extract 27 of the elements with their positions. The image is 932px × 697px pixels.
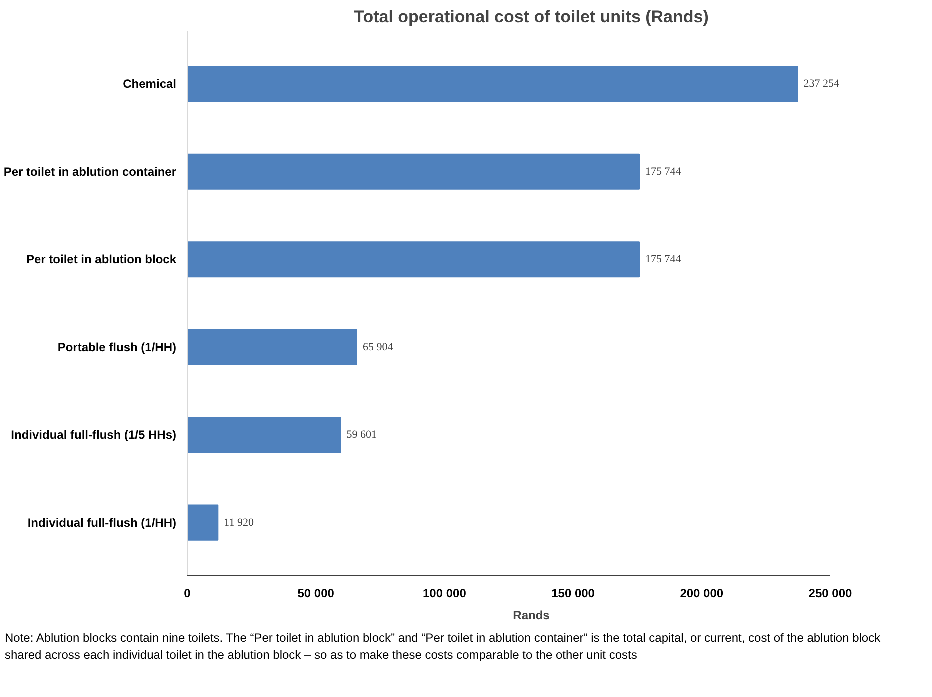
chart-title: Total operational cost of toilet units (Rands) [354,8,709,26]
x-tick-label: 150 000 [552,586,596,600]
data-label: 175 744 [646,166,682,178]
bar [188,504,219,541]
x-tick-label: 100 000 [423,586,467,600]
x-tick-label: 200 000 [680,586,724,600]
y-tick-label: Per toilet in ablution block [26,252,177,267]
bar [188,417,342,454]
y-tick-label: Per toilet in ablution container [4,164,177,179]
x-axis-title: Rands [513,608,550,622]
x-tick-label: 0 [184,586,192,600]
y-tick-label: Portable flush (1/HH) [58,340,177,354]
bar [188,329,358,366]
data-label: 59 601 [346,429,378,442]
bar [188,66,798,102]
y-tick-label: Individual full-flush (1/HH) [28,516,177,530]
y-tick-label: Individual full-flush (1/5 HHs) [11,428,177,442]
bar [188,154,640,190]
data-label: 175 744 [646,254,682,266]
bar [188,242,640,278]
x-tick-label: 50 000 [298,586,335,600]
data-label: 237 254 [804,78,840,90]
data-label: 65 904 [363,341,394,354]
x-tick-label: 250 000 [808,586,853,600]
text: Note: Ablution blocks contain nine toilets. The “Per toilet in ablution block” and “Per toilet in ablution container” is the total capital, or current, cost of the ablution block shared across each individual toilet in the ablution block – so as to make these costs comparable to the other unit costs [5,630,882,664]
data-label: 11 920 [224,516,254,529]
y-tick-label: Chemical [123,77,177,92]
